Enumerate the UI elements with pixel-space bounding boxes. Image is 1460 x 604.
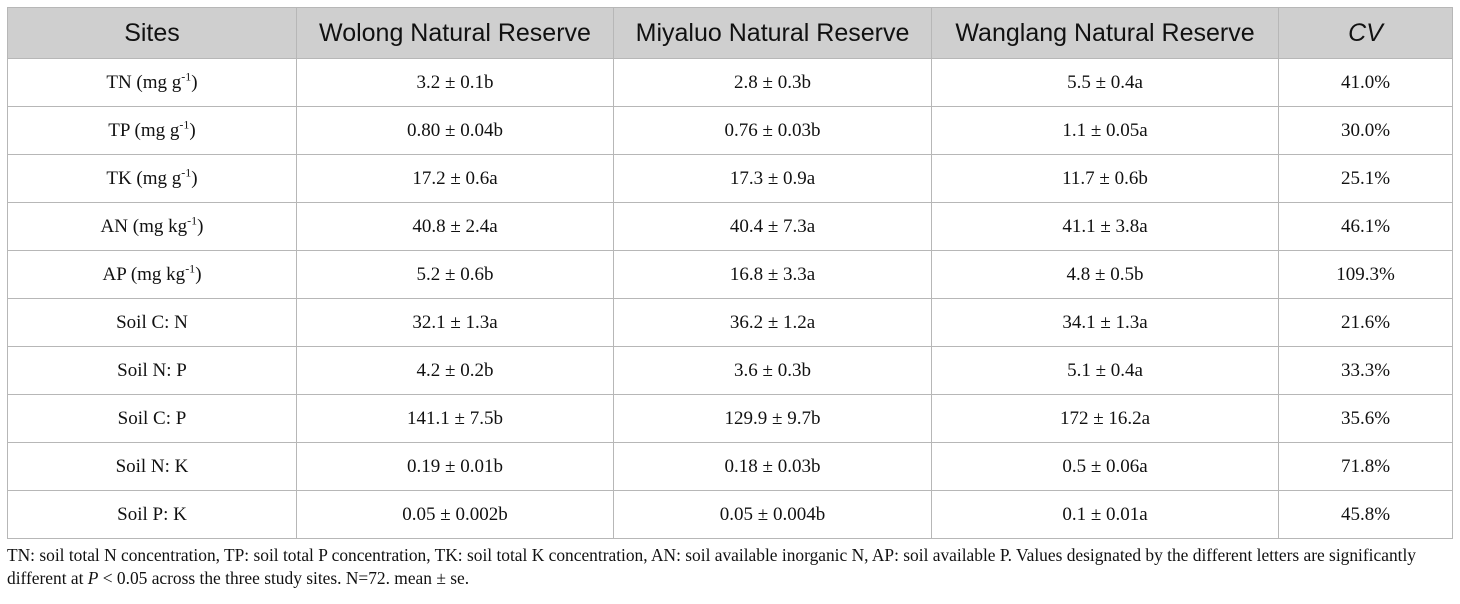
cell-wanglang: 0.1 ± 0.01a (931, 490, 1279, 539)
cell-wolong: 0.80 ± 0.04b (296, 106, 614, 155)
row-label: AP (mg kg-1) (7, 250, 297, 299)
row-label: Soil C: P (7, 394, 297, 443)
unit-exponent: -1 (181, 69, 192, 84)
table-row: Soil C: N 32.1 ± 1.3a 36.2 ± 1.2a 34.1 ± 1.… (7, 298, 1453, 347)
footnote-text-2: < 0.05 across the three study sites. N=7… (98, 568, 470, 588)
row-label: Soil P: K (7, 490, 297, 539)
row-label: Soil C: N (7, 298, 297, 347)
cell-wolong: 32.1 ± 1.3a (296, 298, 614, 347)
cell-wanglang: 172 ± 16.2a (931, 394, 1279, 443)
cell-wolong: 3.2 ± 0.1b (296, 58, 614, 107)
cell-wolong: 40.8 ± 2.4a (296, 202, 614, 251)
row-label-close: ) (197, 215, 204, 237)
cell-wolong: 141.1 ± 7.5b (296, 394, 614, 443)
soil-nutrient-table: Sites Wolong Natural Reserve Miyaluo Nat… (7, 7, 1453, 539)
row-label-text: TN (mg g (106, 71, 182, 93)
table-row: TN (mg g-1) 3.2 ± 0.1b 2.8 ± 0.3b 5.5 ± 0.4… (7, 58, 1453, 107)
cell-wanglang: 1.1 ± 0.05a (931, 106, 1279, 155)
cell-cv: 25.1% (1278, 154, 1453, 203)
header-cv: CV (1278, 7, 1453, 59)
cell-cv: 41.0% (1278, 58, 1453, 107)
row-label-text: TP (mg g (108, 119, 180, 141)
row-label-text: Soil N: P (117, 359, 187, 381)
cell-miyaluo: 3.6 ± 0.3b (613, 346, 932, 395)
cell-wolong: 5.2 ± 0.6b (296, 250, 614, 299)
cell-cv: 33.3% (1278, 346, 1453, 395)
table-row: AP (mg kg-1) 5.2 ± 0.6b 16.8 ± 3.3a 4.8 ± 0… (7, 250, 1453, 299)
cell-miyaluo: 16.8 ± 3.3a (613, 250, 932, 299)
unit-exponent: -1 (187, 213, 198, 228)
unit-exponent: -1 (181, 165, 192, 180)
cell-cv: 71.8% (1278, 442, 1453, 491)
row-label-text: AP (mg kg (102, 263, 186, 285)
unit-exponent: -1 (185, 261, 196, 276)
cell-miyaluo: 17.3 ± 0.9a (613, 154, 932, 203)
header-row: Sites Wolong Natural Reserve Miyaluo Nat… (7, 7, 1453, 59)
cell-wanglang: 41.1 ± 3.8a (931, 202, 1279, 251)
cell-miyaluo: 0.18 ± 0.03b (613, 442, 932, 491)
cell-cv: 46.1% (1278, 202, 1453, 251)
cell-wolong: 0.05 ± 0.002b (296, 490, 614, 539)
footnote-text-1: TN: soil total N concentration, TP: soil… (7, 545, 1416, 588)
footnote-p-symbol: P (87, 568, 99, 588)
row-label-text: Soil P: K (117, 503, 187, 525)
table-row: Soil N: K 0.19 ± 0.01b 0.18 ± 0.03b 0.5 ± 0… (7, 442, 1453, 491)
cell-cv: 45.8% (1278, 490, 1453, 539)
row-label-close: ) (191, 167, 198, 189)
table-row: Soil N: P 4.2 ± 0.2b 3.6 ± 0.3b 5.1 ± 0.4a 3… (7, 346, 1453, 395)
row-label: TN (mg g-1) (7, 58, 297, 107)
cell-wanglang: 0.5 ± 0.06a (931, 442, 1279, 491)
row-label-text: Soil C: P (117, 407, 187, 429)
cell-miyaluo: 2.8 ± 0.3b (613, 58, 932, 107)
header-wolong: Wolong Natural Reserve (296, 7, 614, 59)
cell-miyaluo: 0.05 ± 0.004b (613, 490, 932, 539)
cell-miyaluo: 129.9 ± 9.7b (613, 394, 932, 443)
row-label: TK (mg g-1) (7, 154, 297, 203)
cell-wanglang: 11.7 ± 0.6b (931, 154, 1279, 203)
cell-wanglang: 5.1 ± 0.4a (931, 346, 1279, 395)
row-label-text: Soil C: N (116, 311, 188, 333)
table-row: TP (mg g-1) 0.80 ± 0.04b 0.76 ± 0.03b 1.1 ±… (7, 106, 1453, 155)
table-row: Soil C: P 141.1 ± 7.5b 129.9 ± 9.7b 172 ± 1… (7, 394, 1453, 443)
cell-cv: 30.0% (1278, 106, 1453, 155)
row-label-close: ) (195, 263, 202, 285)
row-label-text: AN (mg kg (100, 215, 188, 237)
row-label-text: Soil N: K (115, 455, 189, 477)
table-footnote: TN: soil total N concentration, TP: soil… (7, 544, 1453, 590)
table-row: AN (mg kg-1) 40.8 ± 2.4a 40.4 ± 7.3a 41.1 ±… (7, 202, 1453, 251)
row-label: AN (mg kg-1) (7, 202, 297, 251)
table-row: TK (mg g-1) 17.2 ± 0.6a 17.3 ± 0.9a 11.7 ± … (7, 154, 1453, 203)
cell-cv: 109.3% (1278, 250, 1453, 299)
cell-cv: 35.6% (1278, 394, 1453, 443)
header-miyaluo: Miyaluo Natural Reserve (613, 7, 932, 59)
row-label: Soil N: K (7, 442, 297, 491)
cell-miyaluo: 36.2 ± 1.2a (613, 298, 932, 347)
cell-wolong: 17.2 ± 0.6a (296, 154, 614, 203)
table-row: Soil P: K 0.05 ± 0.002b 0.05 ± 0.004b 0.1 ±… (7, 490, 1453, 539)
cell-miyaluo: 0.76 ± 0.03b (613, 106, 932, 155)
row-label-close: ) (191, 71, 198, 93)
header-sites: Sites (7, 7, 297, 59)
cell-wolong: 4.2 ± 0.2b (296, 346, 614, 395)
row-label-text: TK (mg g (106, 167, 182, 189)
table-body: TN (mg g-1) 3.2 ± 0.1b 2.8 ± 0.3b 5.5 ± 0.4… (7, 58, 1453, 539)
cell-miyaluo: 40.4 ± 7.3a (613, 202, 932, 251)
row-label: TP (mg g-1) (7, 106, 297, 155)
cell-wanglang: 34.1 ± 1.3a (931, 298, 1279, 347)
header-wanglang: Wanglang Natural Reserve (931, 7, 1279, 59)
cell-wanglang: 5.5 ± 0.4a (931, 58, 1279, 107)
unit-exponent: -1 (179, 117, 190, 132)
table-header: Sites Wolong Natural Reserve Miyaluo Nat… (7, 7, 1453, 59)
cell-wanglang: 4.8 ± 0.5b (931, 250, 1279, 299)
cell-wolong: 0.19 ± 0.01b (296, 442, 614, 491)
row-label-close: ) (189, 119, 196, 141)
row-label: Soil N: P (7, 346, 297, 395)
cell-cv: 21.6% (1278, 298, 1453, 347)
